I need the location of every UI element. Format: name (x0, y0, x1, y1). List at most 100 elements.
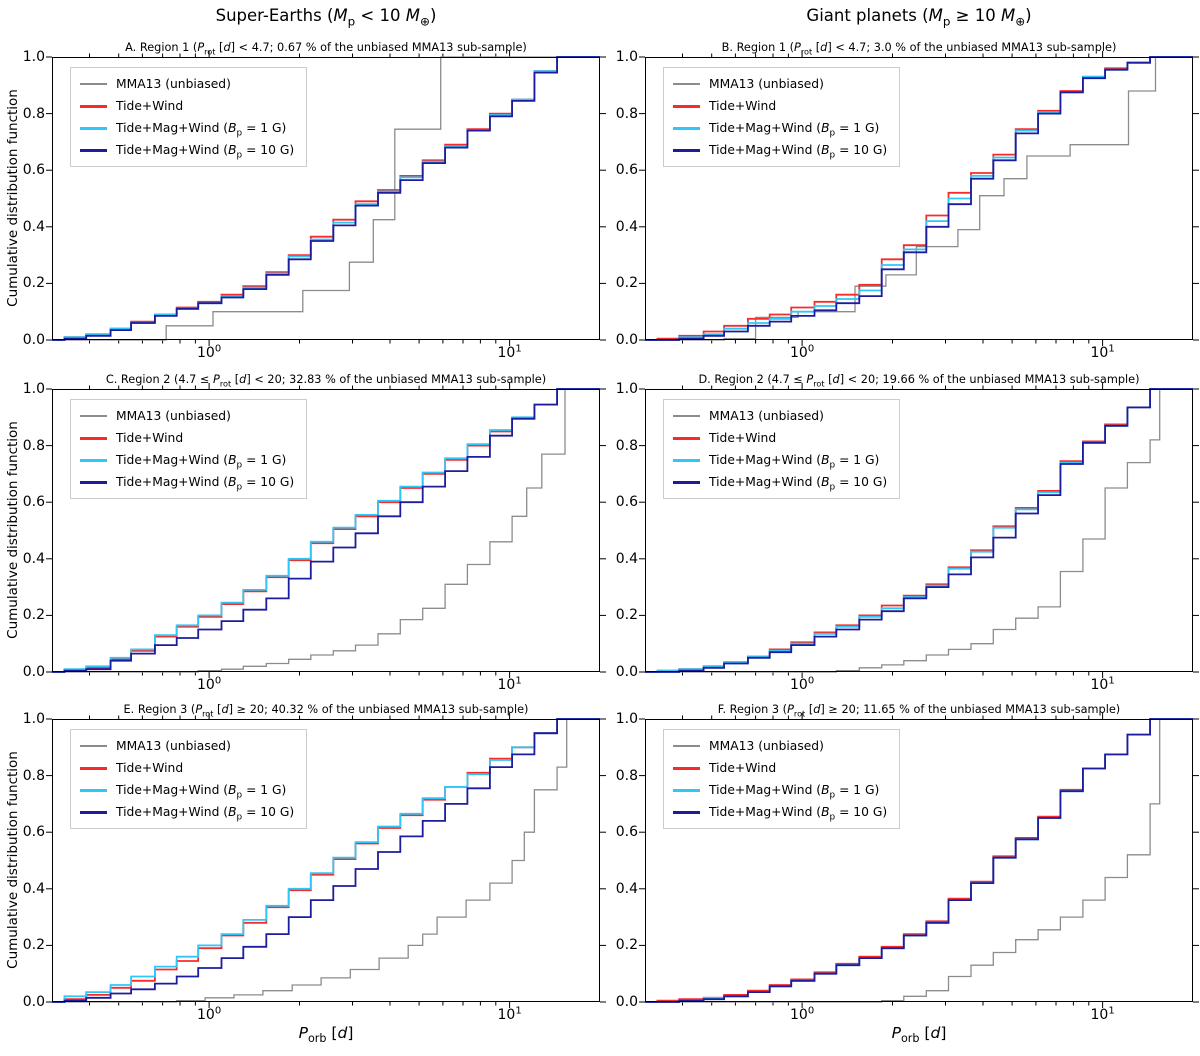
legend-line-swatch (80, 458, 107, 462)
x-tick-label: 100 (196, 343, 222, 361)
legend-label: MMA13 (unbiased) (116, 739, 231, 753)
panel-a: A. Region 1 (Prot [d] < 4.7; 0.67 % of t… (23, 41, 606, 361)
x-tick-label: 101 (1090, 1005, 1115, 1023)
legend-line-swatch (673, 788, 700, 792)
legend-line-swatch (673, 126, 700, 130)
legend-line-swatch (673, 766, 700, 770)
panel-title-a: A. Region 1 (Prot [d] < 4.7; 0.67 % of t… (125, 41, 527, 57)
x-tick-label: 100 (789, 1005, 815, 1023)
legend-line-swatch (673, 83, 700, 85)
x-tick-label: 101 (497, 343, 522, 361)
legend-entry: MMA13 (unbiased) (80, 405, 294, 427)
legend-line-swatch (673, 415, 700, 417)
panel-title-d: D. Region 2 (4.7 ≤ Prot [d] < 20; 19.66 … (698, 373, 1140, 389)
legend-entry: Tide+Mag+Wind (Bp = 1 G) (80, 117, 294, 139)
y-tick-label: 1.0 (615, 381, 638, 397)
legend-line-swatch (80, 436, 107, 440)
y-tick-label: 1.0 (22, 381, 45, 397)
y-tick-label: 0.6 (22, 162, 45, 179)
y-tick-label: 0.0 (22, 332, 45, 348)
legend-b: MMA13 (unbiased) Tide+Wind Tide+Mag+Wind (… (663, 67, 901, 167)
legend-label: Tide+Mag+Wind (Bp = 10 G) (709, 475, 888, 493)
y-axis-label-row2: Cumulative distribution function (5, 421, 21, 639)
legend-entry: Tide+Mag+Wind (Bp = 1 G) (673, 449, 887, 471)
legend-line-swatch (673, 104, 700, 108)
panel-title-c: C. Region 2 (4.7 ≤ Prot [d] < 20; 32.83 … (105, 373, 547, 389)
cdf-plot-f (639, 713, 1199, 1008)
y-tick-label: 0.8 (22, 437, 45, 454)
legend-entry: Tide+Mag+Wind (Bp = 10 G) (80, 471, 294, 493)
y-tick-label: 0.0 (615, 332, 638, 348)
legend-entry: Tide+Wind (80, 757, 294, 779)
y-tick-label: 0.6 (22, 824, 45, 841)
y-tick-label: 0.2 (615, 607, 638, 624)
x-axis-label-right: Porb [d] (891, 1024, 947, 1046)
x-tick-label: 101 (1090, 343, 1115, 361)
panel-b: B. Region 1 (Prot [d] < 4.7; 3.0 % of th… (616, 41, 1199, 361)
legend-label: MMA13 (unbiased) (116, 409, 231, 423)
legend-entry: MMA13 (unbiased) (80, 73, 294, 95)
legend-entry: Tide+Mag+Wind (Bp = 1 G) (80, 449, 294, 471)
y-tick-label: 0.0 (22, 994, 45, 1010)
y-tick-label: 1.0 (615, 711, 638, 727)
panel-title-e: E. Region 3 (Prot [d] ≥ 20; 40.32 % of t… (123, 703, 529, 719)
panel-c: C. Region 2 (4.7 ≤ Prot [d] < 20; 32.83 … (23, 373, 606, 693)
cdf-plot-e (46, 713, 606, 1008)
legend-line-swatch (673, 436, 700, 440)
legend-line-swatch (80, 126, 107, 130)
legend-line-swatch (673, 745, 700, 747)
y-tick-label: 0.6 (615, 494, 638, 511)
legend-line-swatch (80, 148, 107, 152)
legend-label: MMA13 (unbiased) (709, 409, 824, 423)
cdf-plot-a (46, 51, 606, 346)
legend-label: Tide+Mag+Wind (Bp = 10 G) (709, 143, 888, 161)
cdf-plot-b (639, 51, 1199, 346)
panel-f: F. Region 3 (Prot [d] ≥ 20; 11.65 % of t… (616, 703, 1199, 1023)
y-tick-label: 0.4 (22, 550, 45, 567)
x-tick-label: 100 (196, 1005, 222, 1023)
legend-line-swatch (673, 148, 700, 152)
y-tick-label: 0.6 (22, 494, 45, 511)
legend-f: MMA13 (unbiased) Tide+Wind Tide+Mag+Wind (… (663, 729, 901, 829)
x-tick-label: 100 (789, 343, 815, 361)
legend-line-swatch (80, 766, 107, 770)
y-tick-label: 0.2 (22, 275, 45, 292)
y-tick-label: 0.2 (615, 275, 638, 292)
x-axis-label-left: Porb [d] (298, 1024, 354, 1046)
y-tick-label: 0.4 (22, 218, 45, 235)
legend-label: Tide+Wind (709, 431, 777, 445)
legend-entry: Tide+Mag+Wind (Bp = 10 G) (80, 139, 294, 161)
legend-label: Tide+Wind (116, 761, 184, 775)
x-tick-label: 100 (196, 675, 222, 693)
legend-label: MMA13 (unbiased) (116, 77, 231, 91)
y-axis-label-row3: Cumulative distribution function (5, 751, 21, 969)
panel-title-f: F. Region 3 (Prot [d] ≥ 20; 11.65 % of t… (717, 703, 1121, 719)
legend-entry: Tide+Mag+Wind (Bp = 10 G) (673, 139, 887, 161)
legend-d: MMA13 (unbiased) Tide+Wind Tide+Mag+Wind (… (663, 399, 901, 499)
x-tick-label: 100 (789, 675, 815, 693)
y-tick-label: 1.0 (615, 49, 638, 65)
y-tick-label: 0.6 (615, 162, 638, 179)
y-tick-label: 0.2 (22, 607, 45, 624)
y-tick-label: 0.4 (615, 880, 638, 897)
legend-line-swatch (80, 104, 107, 108)
legend-label: Tide+Mag+Wind (Bp = 1 G) (709, 783, 880, 801)
column-title-super-earths: Super-Earths (Mp < 10 M⊕) (215, 6, 437, 29)
legend-label: Tide+Wind (116, 431, 184, 445)
y-tick-label: 0.0 (22, 664, 45, 680)
y-tick-label: 0.0 (615, 994, 638, 1010)
legend-entry: MMA13 (unbiased) (80, 735, 294, 757)
y-tick-label: 0.4 (615, 218, 638, 235)
panel-d: D. Region 2 (4.7 ≤ Prot [d] < 20; 19.66 … (616, 373, 1199, 693)
y-tick-label: 1.0 (22, 49, 45, 65)
legend-line-swatch (80, 745, 107, 747)
legend-entry: Tide+Wind (673, 757, 887, 779)
y-tick-label: 0.8 (615, 437, 638, 454)
legend-entry: MMA13 (unbiased) (673, 73, 887, 95)
legend-label: Tide+Mag+Wind (Bp = 10 G) (116, 143, 295, 161)
legend-line-swatch (80, 810, 107, 814)
column-title-giant-planets: Giant planets (Mp ≥ 10 M⊕) (806, 6, 1032, 29)
legend-entry: MMA13 (unbiased) (673, 405, 887, 427)
y-tick-label: 1.0 (22, 711, 45, 727)
y-tick-label: 0.2 (22, 937, 45, 954)
